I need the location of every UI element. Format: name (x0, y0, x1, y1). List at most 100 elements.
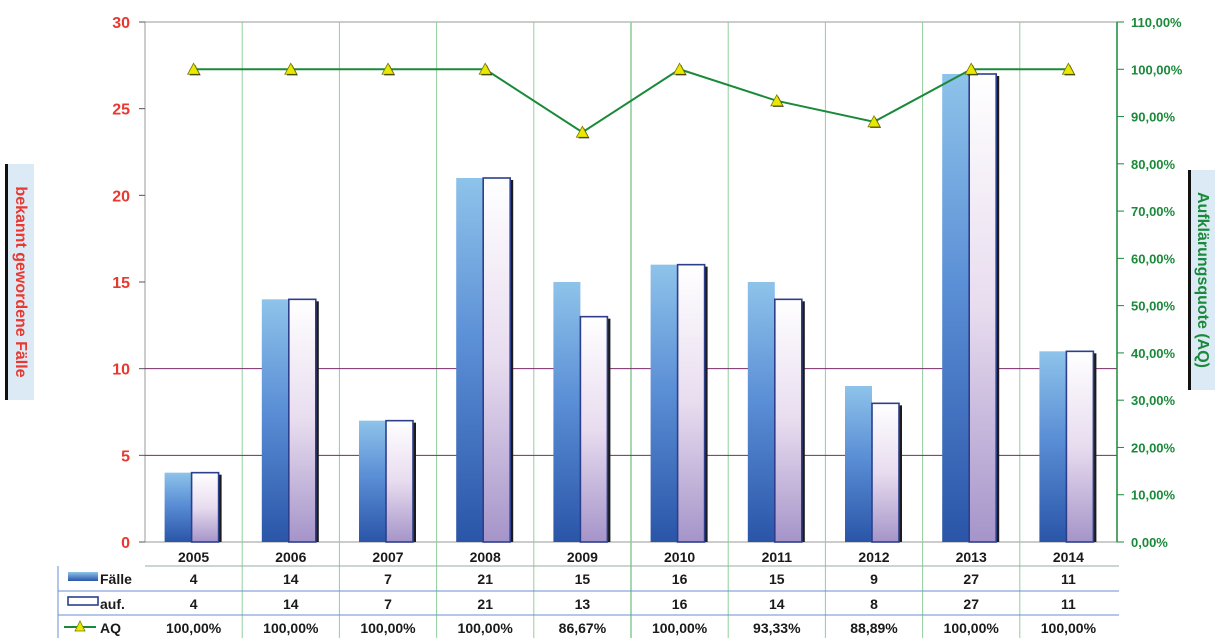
aq-marker (186, 62, 201, 75)
y2-tick-label: 40,00% (1131, 346, 1176, 361)
y-tick-label: 20 (112, 188, 130, 205)
legend-key-faelle (68, 572, 98, 581)
aq-marker (575, 125, 590, 138)
bar-faelle (261, 299, 289, 542)
table-cell: 7 (384, 596, 392, 612)
y2-tick-label: 20,00% (1131, 440, 1176, 455)
x-tick-label: 2011 (762, 549, 793, 565)
bar-faelle (359, 420, 386, 542)
y-tick-label: 10 (112, 362, 130, 379)
bar-auf (190, 471, 220, 543)
table-cell: 27 (963, 596, 979, 612)
bar-auf (968, 73, 998, 543)
legend-key-auf (67, 596, 99, 606)
aq-marker (478, 62, 492, 75)
y2-axis-title: Aufklärungsquote (AQ) (1188, 170, 1215, 390)
aq-marker (867, 114, 881, 128)
table-cell: 27 (963, 571, 979, 587)
x-tick-label: 2006 (275, 549, 306, 565)
legend-label: auf. (100, 596, 125, 612)
aq-marker (672, 62, 687, 75)
table-cell: 14 (283, 596, 299, 612)
bar-faelle (164, 472, 192, 542)
y2-tick-label: 110,00% (1131, 15, 1182, 30)
y-tick-label: 25 (112, 102, 130, 119)
table-cell: 14 (769, 596, 785, 612)
aq-marker (1061, 62, 1076, 75)
table-cell: 100,00% (263, 620, 319, 636)
aq-line (193, 68, 1069, 134)
y2-axis-title-text: Aufklärungsquote (AQ) (1194, 192, 1211, 368)
x-tick-label: 2014 (1053, 549, 1084, 565)
table-cell: 16 (672, 596, 688, 612)
y2-tick-label: 60,00% (1131, 251, 1176, 266)
table-cell: 100,00% (944, 620, 1000, 636)
bar-auf (385, 419, 414, 543)
bar-auf (482, 177, 512, 543)
bar-auf (773, 298, 803, 543)
table-cell: 100,00% (1041, 620, 1097, 636)
aq-marker (770, 93, 784, 107)
legend-label: AQ (100, 620, 121, 636)
legend-label: Fälle (100, 571, 132, 587)
x-tick-label: 2013 (956, 549, 987, 565)
table-cell: 88,89% (850, 620, 898, 636)
y2-tick-label: 0,00% (1131, 535, 1168, 550)
table-cell: 7 (384, 571, 392, 587)
y-tick-label: 15 (112, 275, 130, 292)
y-axis-title: bekannt gewordene Fälle (5, 164, 34, 400)
table-cell: 16 (672, 571, 688, 587)
y2-tick-label: 90,00% (1131, 110, 1176, 125)
aq-marker (284, 62, 298, 75)
y-tick-label: 30 (112, 15, 130, 32)
table-cell: 86,67% (559, 620, 607, 636)
x-tick-label: 2005 (178, 549, 209, 565)
table-cell: 9 (870, 571, 878, 587)
y2-axis-title-box (1191, 170, 1215, 390)
table-cell: 4 (190, 571, 198, 587)
table-cell: 100,00% (458, 620, 514, 636)
table-cell: 100,00% (166, 620, 222, 636)
bar-auf (287, 298, 317, 543)
x-tick-label: 2010 (664, 549, 695, 565)
bar-auf (676, 263, 706, 543)
y-tick-label: 0 (121, 535, 130, 552)
table-cell: 21 (477, 596, 493, 612)
table-cell: 93,33% (753, 620, 801, 636)
y-axis-title-text: bekannt gewordene Fälle (12, 186, 29, 377)
bar-auf (579, 315, 609, 543)
bar-auf (1065, 350, 1095, 543)
bar-faelle (456, 178, 484, 542)
table-cell: 100,00% (652, 620, 708, 636)
y-tick-label: 5 (121, 448, 130, 465)
aq-marker (964, 62, 978, 75)
x-tick-label: 2007 (372, 549, 403, 565)
legend-key-aq-marker (74, 620, 86, 632)
x-tick-label: 2009 (567, 549, 598, 565)
table-cell: 11 (1061, 596, 1076, 612)
y2-tick-label: 80,00% (1131, 157, 1176, 172)
y2-tick-label: 50,00% (1131, 299, 1176, 314)
table-cell: 15 (575, 571, 591, 587)
y2-tick-label: 100,00% (1131, 62, 1183, 77)
table-cell: 21 (477, 571, 493, 587)
y2-tick-label: 10,00% (1131, 488, 1176, 503)
y2-axis-title-shadow (1188, 170, 1191, 390)
table-cell: 13 (575, 596, 591, 612)
table-cell: 11 (1061, 571, 1076, 587)
bar-faelle (553, 282, 581, 542)
bar-faelle (747, 282, 775, 542)
bar-auf (871, 402, 900, 543)
y2-tick-label: 70,00% (1131, 204, 1176, 219)
y2-tick-label: 30,00% (1131, 393, 1176, 408)
y-axis-title-box (8, 164, 34, 400)
table-cell: 15 (769, 571, 785, 587)
bar-faelle (845, 386, 872, 542)
table-cell: 8 (870, 596, 878, 612)
x-tick-label: 2008 (470, 549, 501, 565)
x-tick-label: 2012 (858, 549, 889, 565)
y-axis-title-shadow (5, 164, 8, 400)
bar-faelle (942, 74, 970, 542)
bar-faelle (1039, 351, 1067, 542)
